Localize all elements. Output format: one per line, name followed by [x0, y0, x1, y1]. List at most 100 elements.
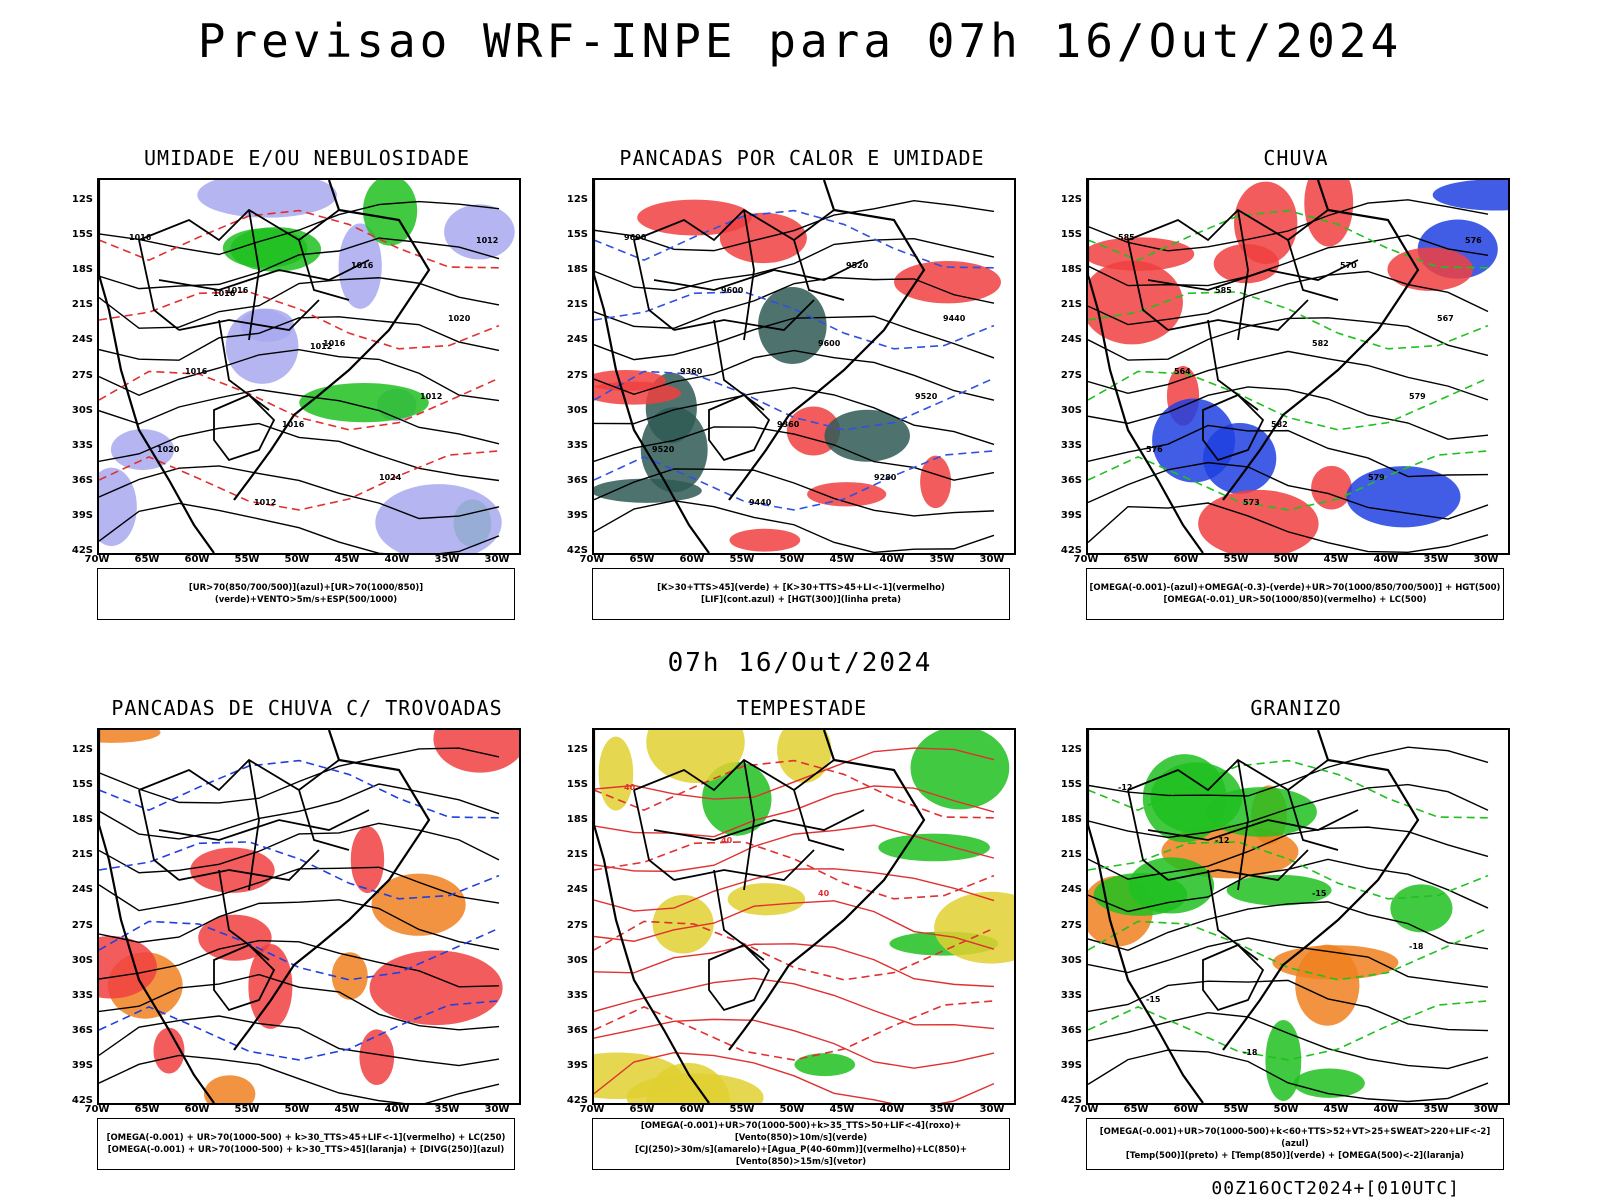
contour-label: 576	[1465, 236, 1482, 245]
lat-tick-label: 21S	[1060, 849, 1082, 861]
lat-tick-label: 30S	[566, 954, 588, 966]
lon-tick-label: 70W	[84, 554, 110, 565]
state-border	[1127, 208, 1329, 242]
map-svg: -12 -12 -15 -18 -15 -18	[1088, 730, 1489, 1103]
lon-tick-label: 30W	[1473, 554, 1499, 565]
contour-label: -15	[1312, 889, 1327, 898]
lat-tick-label: 42S	[566, 545, 588, 556]
field-blob	[99, 935, 157, 999]
field-blob	[598, 736, 634, 811]
lon-tick-label: 40W	[384, 1104, 410, 1115]
state-border	[1167, 849, 1309, 881]
contour-label: 1016	[282, 420, 305, 429]
dashed-contour	[99, 370, 500, 431]
lat-tick-label: 12S	[1060, 194, 1082, 205]
contour-label: -18	[1243, 1048, 1258, 1057]
contour-label: 576	[1146, 445, 1163, 454]
lon-tick-label: 55W	[1223, 1104, 1249, 1115]
contour-line	[594, 426, 995, 481]
field-blob	[203, 1075, 256, 1103]
lon-tick-label: 50W	[284, 1104, 310, 1115]
lat-tick-label: 42S	[1060, 545, 1082, 556]
lon-tick-label: 45W	[1323, 1104, 1349, 1115]
lat-tick-label: 42S	[1060, 1095, 1082, 1106]
field-blob	[338, 223, 382, 309]
field-blob	[1128, 857, 1215, 914]
state-border	[708, 943, 771, 1012]
contour-line	[99, 422, 500, 482]
state-border	[713, 319, 765, 411]
contour-label: 40	[818, 889, 830, 898]
field-blob	[1346, 466, 1461, 528]
state-border	[653, 259, 865, 291]
state-border	[793, 789, 845, 851]
lat-tick-label: 36S	[71, 1024, 93, 1036]
field-blob	[99, 467, 137, 547]
state-border	[138, 758, 340, 792]
field-blob	[920, 455, 952, 509]
lon-tick-label: 30W	[979, 554, 1005, 565]
field-blob	[1390, 884, 1453, 933]
lat-tick-label: 33S	[71, 439, 93, 451]
contour-line	[1088, 424, 1489, 478]
field-blob	[110, 429, 175, 471]
contour-line	[594, 499, 995, 553]
state-border	[248, 759, 260, 891]
lon-tick-label: 40W	[879, 1104, 905, 1115]
contour-line	[1088, 386, 1489, 440]
contour-line	[1088, 317, 1489, 361]
lon-tick-label: 70W	[579, 1104, 605, 1115]
contour-line	[99, 747, 500, 804]
field-blob	[646, 730, 745, 783]
lat-tick-label: 12S	[566, 744, 588, 755]
lon-tick-label: 60W	[184, 554, 210, 565]
contour-label: -12	[1215, 836, 1229, 845]
contour-line	[1088, 826, 1489, 880]
contour-line	[594, 349, 995, 401]
lon-tick-label: 35W	[1423, 1104, 1449, 1115]
lat-tick-label: 12S	[71, 194, 93, 205]
field-blob	[371, 873, 466, 936]
map-panel: 9600 9600 9600 9520 9520 9440 9520 9440 9360 9360…	[592, 178, 1016, 555]
state-border	[673, 299, 815, 331]
legend-box: [UR>70(850/700/500)](azul)+[UR>70(1000/8…	[97, 568, 515, 620]
map-svg: 585 585 582 579 576 573 570 567 564 582 579 576	[1088, 180, 1508, 553]
lon-tick-label: 55W	[234, 1104, 260, 1115]
lon-tick-label: 30W	[1473, 1104, 1499, 1115]
coastline-west	[99, 180, 215, 553]
contour-line	[1088, 1049, 1489, 1103]
map-panel: 40 40 40	[592, 728, 1016, 1105]
contour-line	[99, 1054, 500, 1103]
contour-label: 1012	[254, 498, 276, 507]
lon-tick-label: 50W	[1273, 1104, 1299, 1115]
dashed-contour	[99, 841, 500, 900]
main-title: Previsao WRF-INPE para 07h 16/Out/2024	[197, 14, 1403, 68]
state-border	[1207, 319, 1259, 411]
lon-tick-label: 60W	[1173, 554, 1199, 565]
field-blob	[1311, 465, 1352, 510]
contour-line	[1088, 234, 1489, 287]
contour-line	[1088, 901, 1489, 951]
state-border	[298, 239, 350, 301]
dashed-contour	[1088, 759, 1489, 819]
dashed-contour	[594, 450, 995, 511]
state-border	[138, 208, 340, 242]
lat-tick-label: 30S	[566, 404, 588, 416]
lon-tick-label: 55W	[234, 554, 260, 565]
lat-tick-label: 33S	[566, 439, 588, 451]
contour-line	[99, 939, 500, 988]
legend-line: [OMEGA(-0.001)-(azul)+OMEGA(-0.3)-(verde…	[1089, 583, 1501, 593]
lon-tick-label: 65W	[134, 1104, 160, 1115]
legend-line: [Temp(500)](preto) + [Temp(850)](verde) …	[1125, 1151, 1465, 1161]
contour-label: 9280	[874, 473, 897, 482]
contour-line	[99, 973, 500, 1031]
lon-tick-label: 30W	[484, 1104, 510, 1115]
panel-title: CHUVA	[1263, 146, 1329, 170]
lat-tick-label: 42S	[566, 1095, 588, 1106]
field-blob	[1432, 180, 1508, 211]
field-blob	[153, 1027, 185, 1074]
contour-label: 573	[1243, 498, 1260, 507]
lat-tick-label: 27S	[1060, 369, 1082, 381]
legend-line: [OMEGA(-0.001) + UR>70(1000-500) + k>30_…	[107, 1145, 505, 1155]
field-blob	[331, 952, 368, 1000]
